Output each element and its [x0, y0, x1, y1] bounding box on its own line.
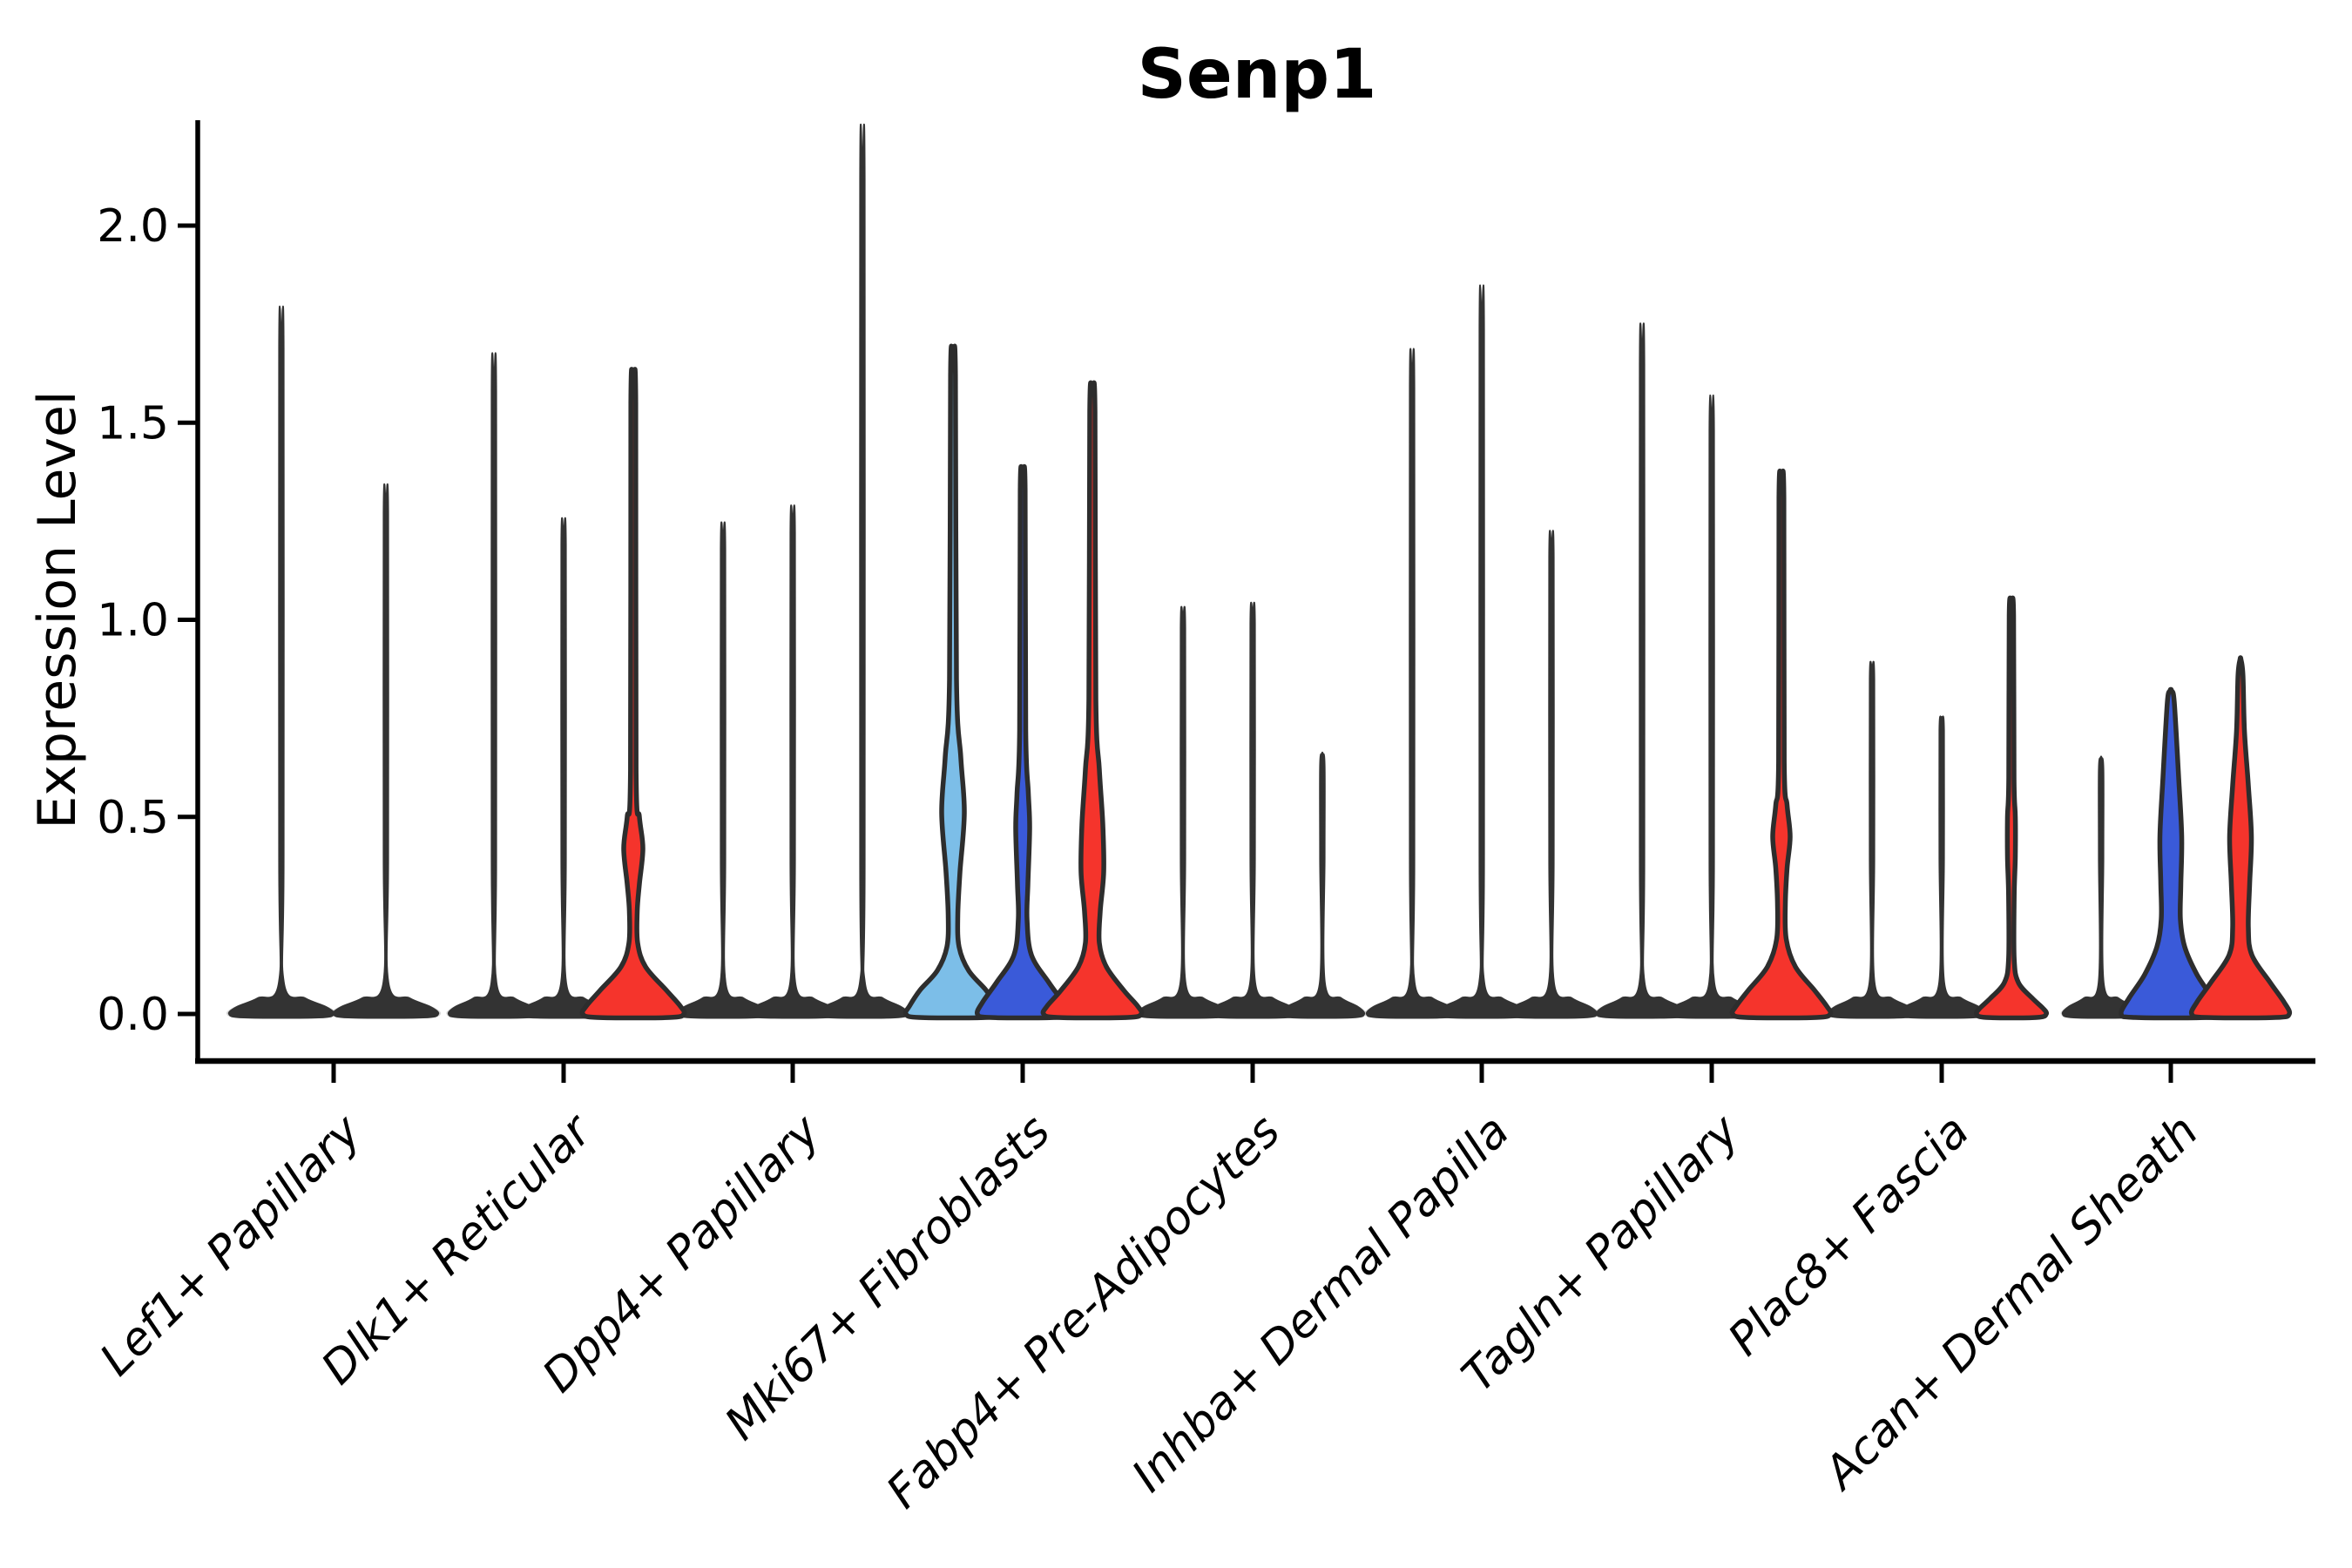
y-tick-label: 0.0: [97, 989, 169, 1041]
violin-7-3-red: [1729, 469, 1834, 1021]
y-axis-label: Expression Level: [27, 390, 88, 828]
colored-violins: [579, 343, 2293, 1021]
violin-layer: [226, 124, 2293, 1021]
axes-layer: [178, 120, 2315, 1083]
spike-violins: [227, 124, 2141, 1019]
violin-2-3-red: [579, 367, 687, 1021]
violin-5-3: [1279, 751, 1366, 1019]
violin-5-1: [1136, 605, 1230, 1019]
x-tick-label: Inhba+ Dermal Papilla: [1122, 1105, 1519, 1503]
violin-7-1: [1595, 322, 1689, 1019]
violin-9-3-red: [2188, 655, 2293, 1021]
violin-6-2: [1435, 284, 1529, 1019]
violin-8-1: [1827, 660, 1917, 1019]
violin-1-1: [227, 305, 335, 1019]
violin-4-2-blue: [974, 463, 1071, 1021]
violin-7-2: [1665, 394, 1759, 1019]
violin-8-2: [1896, 715, 1987, 1019]
violin-9-2-blue: [2119, 686, 2223, 1021]
violin-3-2: [746, 504, 840, 1019]
x-tick-label: Fabp4+ Pre-Adipocytes: [877, 1105, 1291, 1519]
violin-4-3-red: [1040, 380, 1145, 1021]
violin-4-1-lightblue: [902, 343, 1004, 1021]
violin-3-3: [815, 124, 909, 1019]
chart-title: Senp1: [1138, 36, 1377, 114]
violin-8-3-red: [1973, 595, 2050, 1021]
y-tick-label: 1.5: [97, 397, 169, 449]
violin-2-2: [517, 517, 611, 1019]
violin-6-3: [1504, 530, 1598, 1019]
violin-6-1: [1365, 348, 1459, 1019]
violin-1-2: [332, 483, 440, 1019]
y-tick-label: 0.5: [97, 792, 169, 844]
violin-3-1: [676, 521, 770, 1019]
y-axis-tick-labels: 0.0 0.5 1.0 1.5 2.0: [97, 200, 169, 1041]
x-tick-label: Acan+ Dermal Sheath: [1813, 1105, 2208, 1501]
violin-9-1: [2061, 755, 2141, 1019]
x-tick-label: Plac8+ Fascia: [1719, 1105, 1979, 1366]
y-tick-label: 2.0: [97, 200, 169, 253]
violin-2-1: [447, 352, 541, 1019]
violin-5-2: [1206, 601, 1300, 1019]
y-tick-label: 1.0: [97, 595, 169, 647]
